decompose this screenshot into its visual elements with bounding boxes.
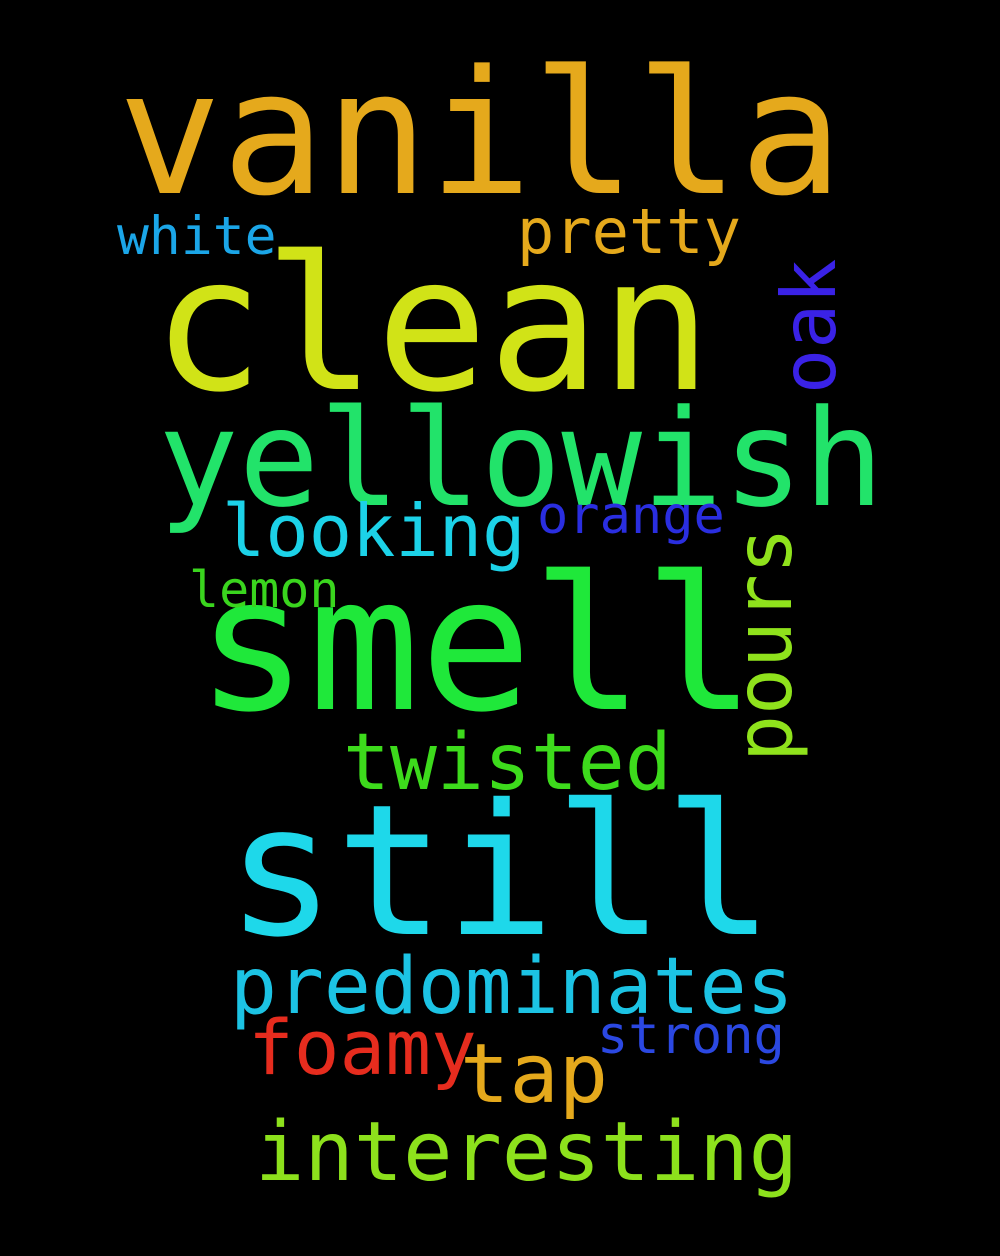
word-smell: smell — [196, 536, 756, 753]
word-still: still — [226, 765, 774, 977]
word-lemon: lemon — [189, 561, 340, 619]
word-white: white — [117, 206, 277, 267]
word-orange: orange — [537, 486, 725, 546]
word-vanilla: vanilla — [118, 33, 843, 234]
word-strong: strong — [597, 1006, 785, 1066]
word-twisted: twisted — [343, 718, 672, 808]
word-oak: oak — [765, 258, 853, 394]
word-clean: clean — [152, 216, 712, 433]
word-foamy: foamy — [248, 1003, 477, 1092]
word-predominates: predominates — [230, 942, 794, 1032]
word-pours: pours — [720, 527, 810, 762]
word-tap: tap — [460, 1027, 609, 1122]
word-interesting: interesting — [255, 1105, 799, 1200]
word-looking: looking — [222, 489, 526, 573]
word-pretty: pretty — [517, 195, 741, 268]
word-yellowish: yellowish — [158, 381, 885, 537]
